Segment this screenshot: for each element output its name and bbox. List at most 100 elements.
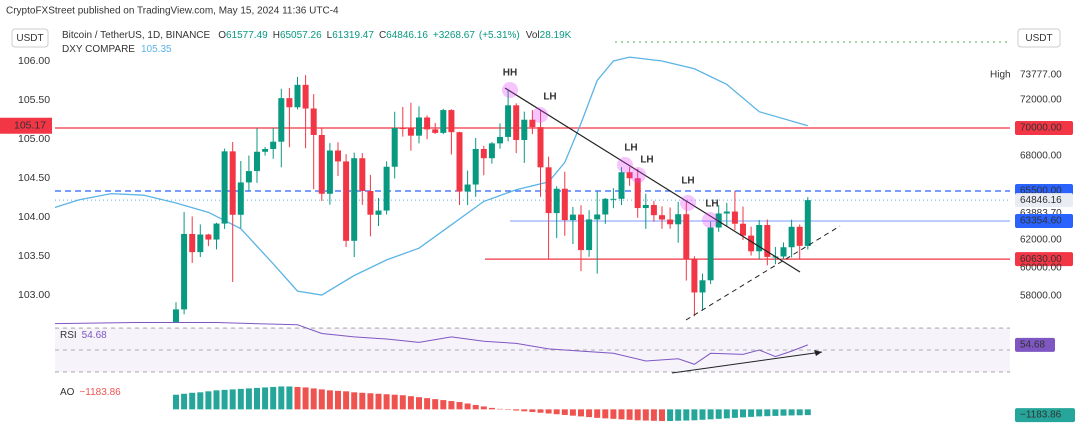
ao-bar [343, 391, 349, 409]
pivot-marker [630, 167, 646, 183]
ao-bar [189, 393, 195, 410]
candle-body [181, 234, 187, 309]
ohlc-prefix: C [379, 30, 386, 41]
candle-body [546, 167, 552, 213]
ao-value: −1183.86 [1020, 410, 1062, 421]
ao-bar [319, 389, 325, 409]
ao-bar [481, 406, 487, 409]
candle-body [708, 228, 714, 281]
ao-bar [286, 386, 292, 409]
y-tick-label: 58000.00 [1020, 291, 1062, 302]
pivot-marker [617, 157, 633, 173]
candle-body [505, 105, 511, 137]
compare-label: 105.17 [14, 120, 46, 132]
candle-body [440, 110, 446, 133]
ao-bar [546, 409, 552, 413]
y2-tick-label: 106.00 [18, 55, 50, 67]
price-label: 64846.16 [1020, 195, 1062, 206]
pivot-label: LH [543, 92, 556, 103]
candle-body [513, 105, 519, 140]
candle-body [230, 151, 236, 214]
ao-bar [700, 409, 706, 419]
ao-bar [683, 409, 689, 420]
ao-bar [651, 409, 657, 420]
y2-tick-label: 103.50 [18, 250, 50, 262]
candle-body [529, 120, 535, 127]
ao-bar [667, 409, 673, 421]
candle-body [408, 128, 414, 136]
ao-bar [586, 409, 592, 417]
candle-body [319, 135, 325, 194]
pivot-label: LH [705, 199, 718, 210]
ao-bar [740, 409, 746, 417]
currency-left[interactable]: USDT [16, 33, 43, 44]
candle-body [222, 151, 228, 223]
level-label: 70000.00 [1020, 123, 1062, 134]
candle-body [327, 151, 333, 194]
pivot-label: LH [624, 143, 637, 154]
candle-body [667, 220, 673, 225]
ao-bar [627, 409, 633, 419]
ao-bar [465, 404, 471, 410]
candle-body [578, 215, 584, 250]
y2-tick-label: 104.00 [18, 211, 50, 223]
candle-body [610, 199, 616, 200]
candle-body [457, 132, 463, 191]
candle-body [724, 212, 730, 214]
candle-body [659, 215, 665, 219]
pivot-label: LH [640, 155, 653, 166]
compare-value: 105.35 [141, 44, 172, 55]
pivot-marker [532, 107, 548, 123]
y-tick-label: 72000.00 [1020, 95, 1062, 106]
ao-bar [246, 388, 252, 409]
ao-bar [238, 389, 244, 409]
candle-body [432, 129, 438, 132]
ao-bar [432, 399, 438, 409]
candle-body [740, 224, 746, 236]
ao-bar [457, 402, 463, 409]
candle-body [400, 128, 406, 129]
candle-body [797, 227, 803, 246]
pivot-label: LH [681, 176, 694, 187]
y2-tick-label: 103.00 [18, 289, 50, 301]
ao-bar [262, 387, 268, 409]
ao-bar [181, 394, 187, 410]
ao-bar [335, 391, 341, 410]
ao-bar [473, 405, 479, 409]
candle-body [619, 172, 625, 199]
candle-body [238, 182, 244, 214]
rsi-name: RSI [60, 330, 77, 341]
ao-bar [764, 409, 770, 416]
ao-bar [254, 388, 260, 409]
candle-body [286, 98, 292, 107]
candle-body [675, 214, 681, 224]
ao-bar [724, 409, 730, 418]
ao-bar [173, 395, 179, 410]
ao-bar [440, 400, 446, 409]
ao-bar [392, 395, 398, 410]
ao-bar [222, 390, 228, 409]
candle-body [424, 117, 430, 129]
candle-body [594, 214, 600, 219]
change: +3268.67 [433, 30, 475, 41]
low-value: 61319.47 [332, 30, 374, 41]
ao-bar [619, 409, 625, 419]
ao-bar [529, 409, 535, 412]
candle-body [189, 234, 195, 252]
ao-bar [772, 409, 778, 416]
candle-body [392, 128, 398, 167]
candle-body [262, 149, 268, 152]
candle-body [416, 117, 422, 135]
ao-bar [489, 408, 495, 409]
currency-right[interactable]: USDT [1025, 33, 1052, 44]
candle-body [538, 127, 544, 167]
ao-bar [327, 390, 333, 409]
ao-legend: AO−1183.86 [60, 387, 121, 398]
ao-bar [716, 409, 722, 418]
ao-bar [351, 392, 357, 409]
candle-body [683, 214, 689, 259]
ao-bar [748, 409, 754, 417]
ao-bar [270, 387, 276, 409]
candle-body [335, 151, 341, 162]
